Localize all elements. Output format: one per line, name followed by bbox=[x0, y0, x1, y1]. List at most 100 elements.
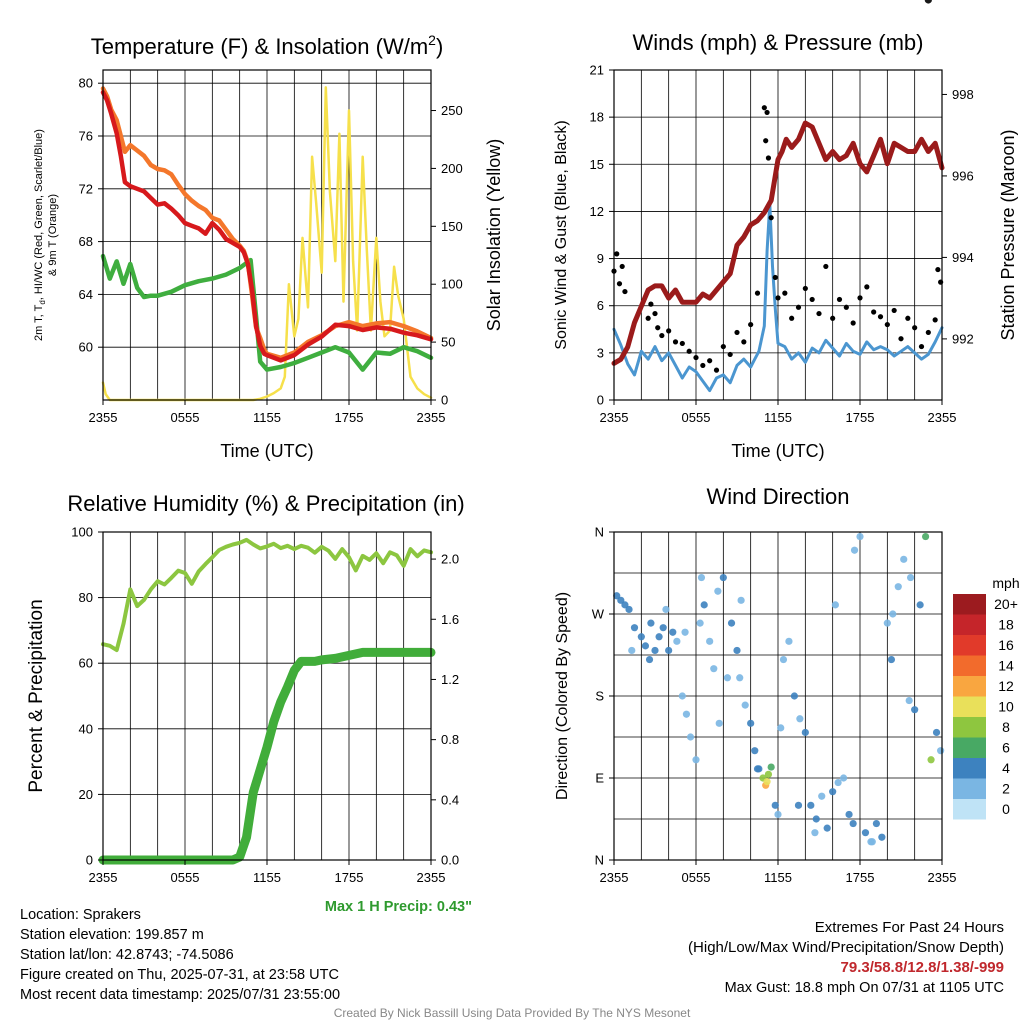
direction-point bbox=[715, 719, 723, 727]
x-tick-label: 1755 bbox=[846, 410, 875, 425]
direction-point bbox=[737, 596, 745, 604]
direction-point bbox=[779, 655, 788, 664]
direction-point bbox=[861, 829, 870, 837]
x-tick-label: 2355 bbox=[600, 410, 629, 425]
y-tick-label-right: 0 bbox=[441, 393, 448, 408]
humidity-panel: Relative Humidity (%) & Precipitation (i… bbox=[26, 491, 472, 915]
gust-point bbox=[741, 339, 747, 345]
gust-point bbox=[795, 304, 802, 310]
direction-point bbox=[736, 674, 744, 682]
extremes-info: Extremes For Past 24 Hours (High/Low/Max… bbox=[688, 918, 1004, 998]
direction-point bbox=[665, 646, 673, 655]
direction-point bbox=[927, 756, 935, 764]
y-tick-label-left: N bbox=[595, 853, 604, 868]
legend-label: 4 bbox=[1002, 760, 1010, 776]
gust-point bbox=[655, 325, 661, 331]
x-tick-label: 2355 bbox=[89, 870, 118, 885]
direction-point bbox=[697, 573, 706, 582]
legend-label: 6 bbox=[1002, 740, 1010, 756]
gust-point bbox=[616, 281, 623, 287]
temperature-left-axis-label-line1: 2m T, Td, HI/WC (Red, Green, Scarlet/Blu… bbox=[33, 129, 47, 341]
direction-point bbox=[889, 610, 897, 618]
direction-point bbox=[669, 628, 677, 636]
gust-point bbox=[871, 309, 877, 315]
x-tick-label: 1755 bbox=[335, 410, 364, 425]
gust-point bbox=[652, 310, 658, 317]
gust-point bbox=[877, 314, 884, 320]
direction-point bbox=[659, 624, 667, 632]
y-tick-label-left: 80 bbox=[79, 590, 93, 605]
direction-point bbox=[856, 532, 864, 541]
direction-point bbox=[710, 665, 718, 673]
y-tick-label-right: 50 bbox=[441, 335, 455, 350]
direction-point bbox=[764, 770, 773, 778]
gust-point bbox=[918, 343, 925, 350]
gust-point bbox=[734, 329, 740, 336]
y-tick-label-right: 994 bbox=[952, 250, 974, 265]
x-tick-label: 0555 bbox=[171, 410, 200, 425]
x-tick-label: 0555 bbox=[171, 870, 200, 885]
direction-point bbox=[924, 0, 932, 4]
gust-point bbox=[707, 358, 713, 364]
y-tick-label-left: 9 bbox=[597, 251, 604, 266]
x-tick-label: 0555 bbox=[682, 870, 711, 885]
y-tick-label-left: 40 bbox=[79, 721, 93, 736]
direction-point bbox=[834, 778, 842, 787]
gust-point bbox=[622, 288, 628, 295]
x-tick-label: 2355 bbox=[928, 410, 957, 425]
gust-point bbox=[823, 263, 829, 270]
direction-point bbox=[673, 637, 681, 645]
x-tick-label: 2355 bbox=[89, 410, 118, 425]
elevation-text: Station elevation: 199.857 m bbox=[20, 927, 204, 943]
gust-point bbox=[816, 310, 822, 317]
temperature-x-axis-label: Time (UTC) bbox=[220, 441, 313, 461]
y-tick-label-right: 1.2 bbox=[441, 672, 459, 687]
y-tick-label-left: 12 bbox=[590, 204, 604, 219]
gust-point bbox=[754, 290, 761, 296]
legend-swatch bbox=[953, 696, 986, 717]
wind-direction-left-axis-label: Direction (Colored By Speed) bbox=[554, 592, 571, 800]
y-tick-label-right: 250 bbox=[441, 103, 463, 118]
y-tick-label-right: 996 bbox=[952, 168, 974, 183]
direction-point bbox=[840, 774, 848, 782]
gust-point bbox=[925, 329, 931, 336]
gust-point bbox=[857, 295, 863, 301]
x-tick-label: 1755 bbox=[846, 870, 875, 885]
direction-point bbox=[751, 747, 759, 755]
legend-label: 20+ bbox=[994, 596, 1018, 612]
gust-point bbox=[648, 301, 654, 307]
gust-point bbox=[764, 109, 770, 116]
direction-point bbox=[733, 646, 741, 655]
gust-point bbox=[850, 320, 856, 326]
direction-point bbox=[785, 637, 793, 645]
direction-point bbox=[823, 824, 831, 832]
gust-point bbox=[864, 284, 870, 290]
direction-point bbox=[727, 619, 736, 627]
winds-panel-title: Winds (mph) & Pressure (mb) bbox=[633, 30, 924, 55]
direction-point bbox=[887, 655, 896, 664]
wind-direction-panel-title: Wind Direction bbox=[706, 484, 849, 509]
y-tick-label-right: 992 bbox=[952, 331, 974, 346]
direction-point bbox=[845, 810, 853, 819]
gust-point bbox=[727, 351, 733, 358]
direction-point bbox=[812, 815, 820, 823]
direction-point bbox=[719, 573, 727, 582]
direction-point bbox=[692, 756, 700, 764]
extremes-title: Extremes For Past 24 Hours bbox=[814, 919, 1004, 936]
y-tick-label-left: 72 bbox=[79, 181, 93, 196]
max-gust-text: Max Gust: 18.8 mph On 07/31 at 1105 UTC bbox=[724, 980, 1004, 996]
direction-point bbox=[900, 555, 908, 563]
y-tick-label-left: 60 bbox=[79, 340, 93, 355]
gust-point bbox=[912, 325, 918, 331]
direction-point bbox=[849, 819, 857, 828]
extremes-subtitle: (High/Low/Max Wind/Precipitation/Snow De… bbox=[688, 939, 1004, 956]
temperature-panel: Temperature (F) & Insolation (W/m2) 2355… bbox=[33, 32, 504, 461]
legend-label: 14 bbox=[998, 658, 1014, 674]
y-tick-label-left: 20 bbox=[79, 787, 93, 802]
humidity-panel-title: Relative Humidity (%) & Precipitation (i… bbox=[67, 491, 464, 516]
gust-point bbox=[775, 295, 781, 301]
direction-point bbox=[625, 605, 633, 614]
y-tick-label-left: 0 bbox=[86, 853, 93, 868]
y-tick-label-left: 15 bbox=[590, 157, 604, 172]
